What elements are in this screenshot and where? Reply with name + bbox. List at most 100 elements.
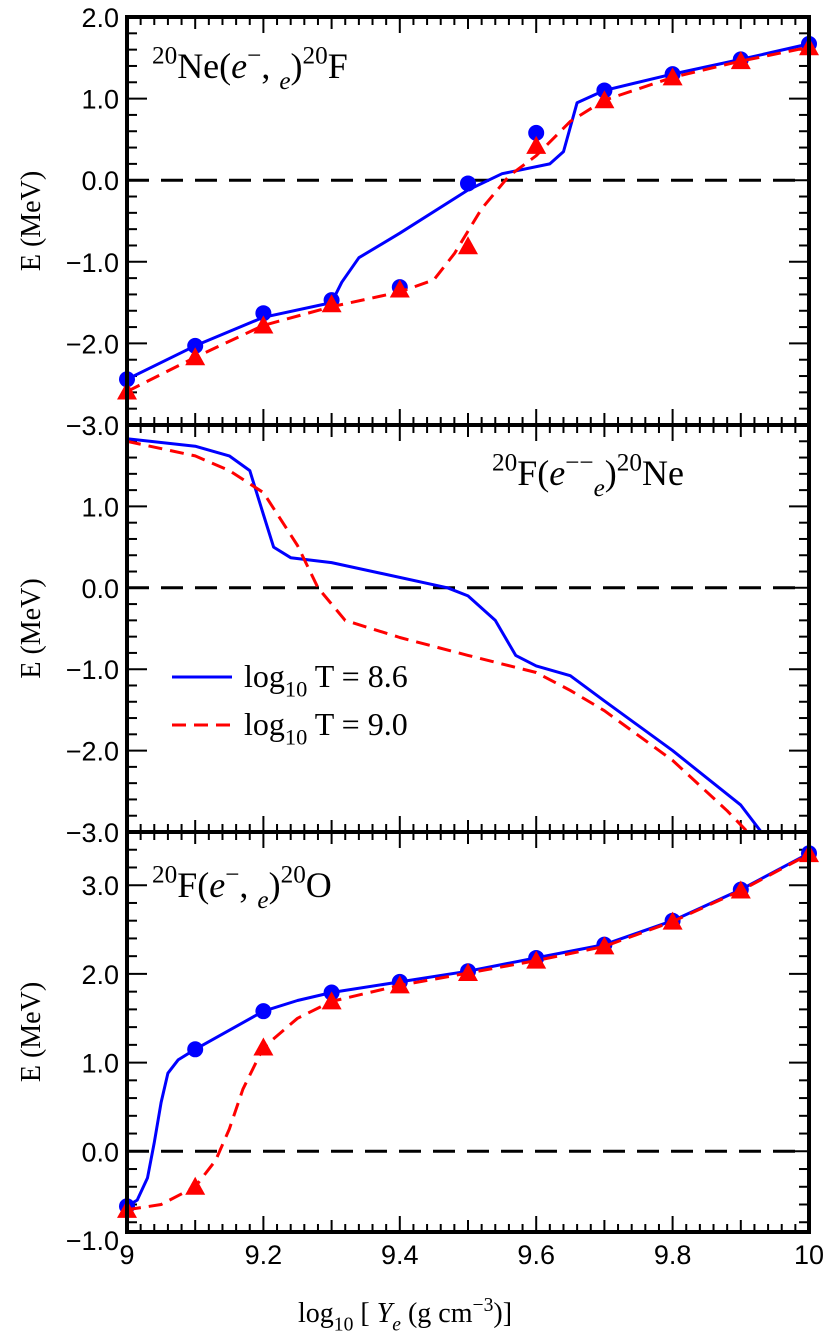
x-tick-label: 9.6 — [517, 1240, 555, 1270]
data-point-triangle — [185, 347, 206, 366]
panel-title-part: e — [209, 865, 225, 905]
y-tick-label: −1.0 — [66, 248, 119, 278]
data-point-triangle — [321, 294, 342, 313]
y-tick-label: −1.0 — [66, 655, 119, 685]
data-point-triangle — [185, 1176, 206, 1195]
x-axis-label: log10 [ Ye (g cm−3)] — [298, 1295, 512, 1336]
y-tick-label: −2.0 — [66, 329, 119, 359]
panel-title-part: e — [257, 887, 268, 914]
legend-entry-part: 10 — [285, 677, 307, 702]
panel-title-part: O — [306, 865, 332, 905]
panel-title: 20F(e−, e)20O — [152, 862, 332, 914]
data-point-triangle — [730, 51, 751, 70]
panel-title-part: 20 — [281, 862, 306, 889]
panel-title-part: − — [225, 862, 239, 889]
y-tick-label: −2.0 — [66, 737, 119, 767]
x-tick-label: 9.2 — [245, 1240, 283, 1270]
panel-title-part: e — [549, 453, 565, 493]
panel-1: 2.0 1.0 0.0 −1.0 −2.0 −3.0 E (MeV) 20Ne(e−, e)2… — [16, 3, 819, 441]
x-tick-label: 9 — [119, 1240, 134, 1270]
data-point-triangle — [253, 1037, 274, 1056]
data-point-triangle — [662, 911, 683, 930]
data-point-triangle — [458, 236, 478, 255]
data-point-triangle — [389, 975, 410, 994]
legend-entry: log10 T = 8.6 — [244, 658, 408, 702]
y-tick-label: 0.0 — [81, 166, 119, 196]
panel-title: 20F(e−−e)20Ne — [492, 450, 684, 502]
panel-title-part: 20 — [303, 43, 328, 70]
ticks — [126, 424, 810, 833]
panel-title-part: ) — [605, 453, 617, 493]
panel-title-part: e — [594, 475, 605, 502]
y-tick-label: 1.0 — [81, 1049, 119, 1079]
panel-title-part: 20 — [617, 450, 642, 477]
panel-title-part: e — [279, 68, 290, 95]
data-point-triangle — [389, 279, 410, 298]
data-point-circle — [460, 175, 476, 192]
x-axis-label-part: Y — [377, 1298, 396, 1329]
y-tick-label: 2.0 — [81, 960, 119, 990]
y-tick-label: 2.0 — [81, 3, 119, 33]
series-line-2 — [127, 439, 749, 832]
data-point-circle — [255, 305, 272, 322]
series-line-1 — [127, 851, 809, 1208]
x-axis-label-part: e — [392, 1314, 401, 1335]
panel-title-part: Ne( — [177, 46, 231, 86]
data-point-triangle — [253, 315, 274, 334]
panel-title-part: − — [247, 43, 261, 70]
y-tick-label: 1.0 — [81, 492, 119, 522]
x-tick-label: 9.4 — [381, 1240, 419, 1270]
series-line-2 — [127, 852, 809, 1212]
data-point-triangle — [526, 950, 547, 969]
data-point-circle — [187, 1041, 204, 1058]
y-tick-label: 0.0 — [81, 574, 119, 604]
legend-entry-part: 10 — [285, 725, 307, 750]
plot-frame — [125, 423, 811, 834]
x-tick-label: 10 — [794, 1240, 824, 1270]
y-axis-label: E (MeV) — [16, 171, 47, 271]
y-tick-label: 1.0 — [81, 85, 119, 115]
x-axis-label-part: 10 — [334, 1314, 354, 1335]
data-point-triangle — [458, 963, 478, 982]
x-axis-label-part: )] — [493, 1298, 512, 1329]
data-point-triangle — [594, 936, 615, 955]
legend-entry-part: log — [244, 658, 285, 694]
panel-title-part: , — [239, 865, 257, 905]
panel-title-part: ) — [291, 46, 303, 86]
data-point-circle — [528, 124, 545, 141]
legend-entry-part: T = 9.0 — [307, 706, 407, 742]
series-line-1 — [127, 42, 809, 381]
panel-title-part: ) — [269, 865, 281, 905]
panel-title-part: 20 — [492, 450, 517, 477]
x-axis-label-part: (g cm — [401, 1298, 473, 1329]
y-tick-label: −1.0 — [66, 1226, 119, 1256]
panel-title-part: 20 — [152, 862, 177, 889]
panel-title-part: e — [231, 46, 247, 86]
panel-title-part: Ne — [642, 453, 684, 493]
y-tick-label: 0.0 — [81, 1137, 119, 1167]
x-tick-label: 9.8 — [654, 1240, 692, 1270]
legend-entry-part: T = 8.6 — [307, 658, 407, 694]
panel-title: 20Ne(e−, e)20F — [152, 43, 348, 95]
x-axis-label-part: −3 — [473, 1295, 494, 1316]
panel-3: 3.0 2.0 1.0 0.0 −1.0 9 9.2 9.4 9.6 9.8 10 E (MeV) 20… — [16, 830, 824, 1336]
plot-frame — [125, 830, 811, 1234]
series-line-2 — [127, 45, 809, 393]
panel-title-part: 20 — [152, 43, 177, 70]
data-point-triangle — [321, 991, 342, 1010]
x-axis-label-part: log — [298, 1298, 334, 1329]
ticks — [126, 831, 810, 1232]
data-point-triangle — [662, 67, 683, 86]
x-axis-label-part: [ — [353, 1298, 376, 1329]
data-point-triangle — [730, 880, 751, 899]
y-tick-label: −3.0 — [66, 818, 119, 848]
panel-title-part: −− — [565, 450, 593, 477]
y-axis-label: E (MeV) — [16, 982, 47, 1082]
y-tick-label: −3.0 — [66, 411, 119, 441]
legend-entry-part: log — [244, 706, 285, 742]
y-tick-label: 3.0 — [81, 871, 119, 901]
legend-entry: log10 T = 9.0 — [244, 706, 408, 750]
data-point-triangle — [526, 135, 547, 154]
series-line-1 — [127, 437, 763, 832]
